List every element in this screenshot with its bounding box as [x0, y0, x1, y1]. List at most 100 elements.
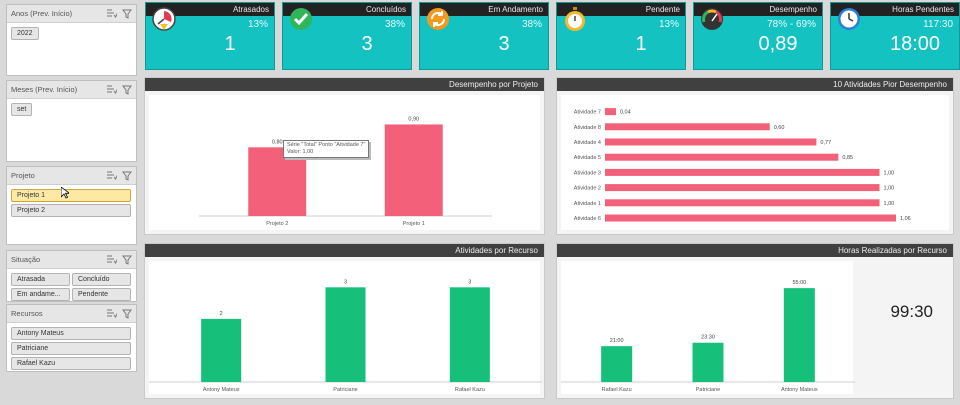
kpi-value: 18:00 [889, 33, 941, 55]
tooltip-line-2: Valor: 1,00 [287, 149, 314, 155]
bar [325, 287, 366, 382]
slicer-header: Anos (Prev. Início) [7, 5, 136, 23]
slicer-item-projeto-2[interactable]: Projeto 2 [11, 204, 131, 217]
panel-title: Desempenho por Projeto [145, 78, 544, 91]
y-tick-label: Atividade 5 [574, 155, 601, 161]
panel-desempenho-por-projeto: Desempenho por Projeto 0,80 Projeto 2 0,90… [60, 77, 545, 235]
atividades-pior-chart: Atividade 7 0,04 Atividade 8 0,60 Atividade … [574, 108, 911, 222]
x-tick-label: Patriciane [696, 387, 720, 393]
x-tick-label: Projeto 2 [266, 221, 288, 227]
kpi-title: Pendente [557, 3, 685, 16]
data-label: 1,00 [884, 186, 895, 192]
kpi-percent: 13% [658, 19, 679, 30]
slicer-item-concluido[interactable]: Concluído [72, 273, 131, 286]
bar [605, 214, 897, 222]
slicer-item-pendente[interactable]: Pendente [72, 288, 131, 301]
bar [605, 138, 817, 146]
data-label: 0,04 [620, 110, 631, 116]
clear-filter-icon[interactable] [121, 84, 132, 95]
data-label: 1,06 [900, 216, 911, 222]
kpi-atrasados: Atrasados 13% 1 [145, 2, 275, 70]
slicer-item-projeto-1[interactable]: Projeto 1 [11, 189, 131, 202]
kpi-percent: 78% - 69% [767, 19, 816, 30]
data-label: 0,85 [842, 155, 853, 161]
checkmark-icon [288, 6, 314, 32]
desempenho-chart: 0,80 Projeto 2 0,90 Projeto 1 [199, 116, 492, 227]
x-tick-label: Antony Mateus [203, 387, 240, 393]
multi-select-icon[interactable] [106, 8, 117, 19]
clear-filter-icon[interactable] [121, 170, 132, 181]
clear-filter-icon[interactable] [121, 308, 132, 319]
y-tick-label: Atividade 1 [574, 201, 601, 207]
bar [248, 147, 307, 216]
data-label: 0,90 [408, 116, 419, 122]
panel-horas-realizadas-por-recurso: Horas Realizadas por Recurso 21:00 Rafael… [556, 243, 954, 399]
slicer-item-set[interactable]: set [11, 103, 33, 116]
bar [605, 123, 770, 131]
kpi-percent: 38% [384, 19, 405, 30]
kpi-title: Horas Pendentes [831, 3, 959, 16]
slicer-header: Situação [7, 251, 136, 269]
refresh-icon [425, 6, 451, 32]
tooltip-line-1: Série "Total" Ponto "Atividade 7" [287, 142, 366, 148]
kpi-title: Em Andamento [420, 3, 548, 16]
hourglass-clock-icon [151, 6, 177, 32]
kpi-em-andamento: Em Andamento 38% 3 [419, 2, 549, 70]
data-label: 55:00 [792, 280, 806, 286]
y-tick-label: Atividade 7 [574, 110, 601, 116]
y-tick-label: Atividade 3 [574, 170, 601, 176]
horas-recurso-chart: 21:00 Rafael Kazu 23:30 Patriciane 55:00 Anto… [561, 280, 855, 393]
panel-10-atividades-pior-desempenho: 10 Atividades Pior Desempenho Atividade … [556, 77, 954, 235]
panel-title: Horas Realizadas por Recurso [557, 244, 953, 257]
multi-select-icon[interactable] [106, 308, 117, 319]
multi-select-icon[interactable] [106, 84, 117, 95]
bar [201, 318, 242, 382]
slicer-title: Meses (Prev. Início) [11, 85, 78, 94]
kpi-title: Desempenho [694, 3, 822, 16]
slicer-anos: Anos (Prev. Início) 2022 [6, 4, 137, 76]
slicer-situacao: Situação Atrasada Concluído Em andame...… [6, 250, 137, 302]
multi-select-icon[interactable] [106, 254, 117, 265]
slicer-title: Situação [11, 255, 41, 264]
slicer-header: Projeto [7, 167, 136, 185]
y-tick-label: Atividade 6 [574, 216, 601, 222]
bar [449, 287, 490, 382]
data-label: 3 [468, 279, 471, 285]
x-tick-label: Rafael Kazu [602, 387, 632, 393]
slicer-item-em-andamento[interactable]: Em andame... [11, 288, 70, 301]
y-tick-label: Atividade 2 [574, 186, 601, 192]
slicer-meses: Meses (Prev. Início) set [6, 80, 137, 162]
mouse-cursor-icon [60, 186, 71, 204]
x-tick-label: Antony Mateus [781, 387, 818, 393]
kpi-percent: 117:30 [923, 19, 953, 30]
clear-filter-icon[interactable] [121, 254, 132, 265]
slicer-item-2022[interactable]: 2022 [11, 27, 39, 40]
kpi-value: 1 [635, 33, 647, 55]
bar [601, 346, 633, 382]
kpi-percent: 13% [247, 19, 268, 30]
panel-title: 10 Atividades Pior Desempenho [557, 78, 953, 91]
kpi-title: Concluídos [283, 3, 411, 16]
slicer-item-patriciane[interactable]: Patriciane [11, 342, 131, 355]
kpi-title: Atrasados [146, 3, 274, 16]
slicer-item-antony-mateus[interactable]: Antony Mateus [11, 327, 131, 340]
kpi-value: 1 [224, 33, 236, 55]
bar [605, 153, 839, 161]
kpi-percent: 38% [521, 19, 542, 30]
slicer-title: Projeto [11, 171, 35, 180]
bar [605, 184, 880, 192]
slicer-title: Anos (Prev. Início) [11, 9, 73, 18]
data-label: 0,77 [820, 140, 831, 146]
kpi-pendente: Pendente 13% 1 [556, 2, 686, 70]
data-label: 0,60 [774, 125, 785, 131]
multi-select-icon[interactable] [106, 170, 117, 181]
bar [783, 288, 815, 382]
x-tick-label: Projeto 1 [403, 221, 425, 227]
stopwatch-icon [562, 6, 588, 32]
slicer-item-atrasada[interactable]: Atrasada [11, 273, 70, 286]
panel-atividades-por-recurso: Atividades por Recurso 2 Antony Mateus 3 Pa… [144, 243, 545, 399]
data-label: 1,00 [884, 170, 895, 176]
data-label: 21:00 [610, 338, 624, 344]
clear-filter-icon[interactable] [121, 8, 132, 19]
slicer-item-rafael-kazu[interactable]: Rafael Kazu [11, 357, 131, 370]
